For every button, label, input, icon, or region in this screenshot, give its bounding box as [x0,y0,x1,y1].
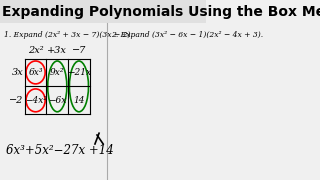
Text: 14: 14 [73,96,85,105]
Text: Expanding Polynomials Using the Box Method: Expanding Polynomials Using the Box Meth… [2,5,320,19]
Text: 9x²: 9x² [50,68,65,77]
Text: 1. Expand (2x² + 3x − 7)(3x − 2).: 1. Expand (2x² + 3x − 7)(3x − 2). [4,31,133,39]
Text: 2x²: 2x² [28,46,44,55]
Text: 3x: 3x [12,68,24,77]
Text: −21x: −21x [67,68,91,77]
FancyBboxPatch shape [0,0,206,23]
Text: −6x: −6x [48,96,67,105]
Text: +3x: +3x [47,46,67,55]
Text: −4x²: −4x² [25,96,47,105]
Text: 2. Expand (3x² − 6x − 1)(2x² − 4x + 3).: 2. Expand (3x² − 6x − 1)(2x² − 4x + 3). [111,31,264,39]
Text: −2: −2 [9,96,24,105]
Text: 6x³: 6x³ [28,68,43,77]
Text: −7: −7 [72,46,86,55]
Text: 6x³+5x²−27x +14: 6x³+5x²−27x +14 [6,144,114,157]
